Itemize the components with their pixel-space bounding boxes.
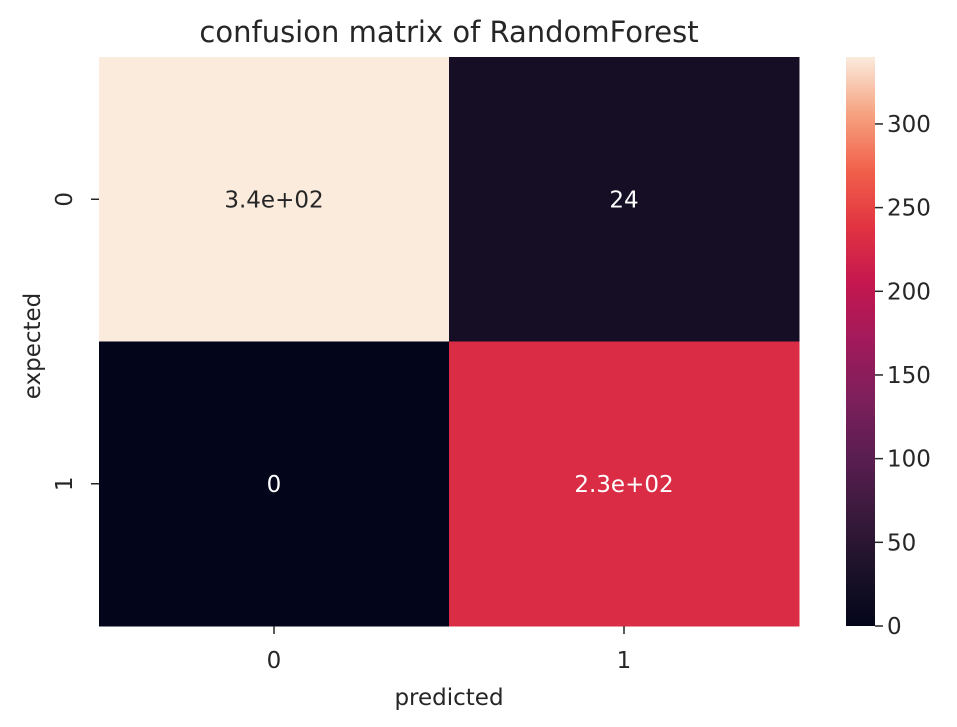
colorbar-tick-label: 100 (887, 447, 931, 473)
x-axis-label: predicted (394, 685, 503, 711)
colorbar-tick-label: 150 (887, 363, 931, 389)
heatmap-cell (449, 57, 800, 342)
colorbar (846, 57, 875, 626)
y-tick-label: 0 (52, 192, 78, 207)
cell-annotation: 24 (609, 187, 638, 213)
x-tick-label: 0 (267, 648, 282, 674)
colorbar-tick-label: 250 (887, 196, 931, 222)
heatmap-cell (99, 57, 450, 342)
cell-annotation: 3.4e+02 (224, 187, 323, 213)
colorbar-ticks: 0 50 100 150 200 250 300 (875, 112, 931, 640)
cell-annotation: 0 (267, 472, 282, 498)
y-axis-label: expected (20, 293, 46, 400)
cell-annotations: 3.4e+02 24 0 2.3e+02 (224, 187, 673, 498)
cell-annotation: 2.3e+02 (574, 472, 673, 498)
x-tick-label: 1 (617, 648, 632, 674)
chart-title: confusion matrix of RandomForest (199, 15, 698, 49)
heatmap-cell (99, 341, 450, 627)
colorbar-tick-label: 300 (887, 112, 931, 138)
colorbar-tick-label: 0 (887, 614, 902, 640)
heatmap-cells (99, 57, 800, 627)
y-tick-label: 1 (52, 476, 78, 491)
y-axis: 01 (52, 192, 99, 491)
heatmap-cell (449, 341, 800, 627)
colorbar-tick-label: 50 (887, 530, 916, 556)
colorbar-tick-label: 200 (887, 279, 931, 305)
